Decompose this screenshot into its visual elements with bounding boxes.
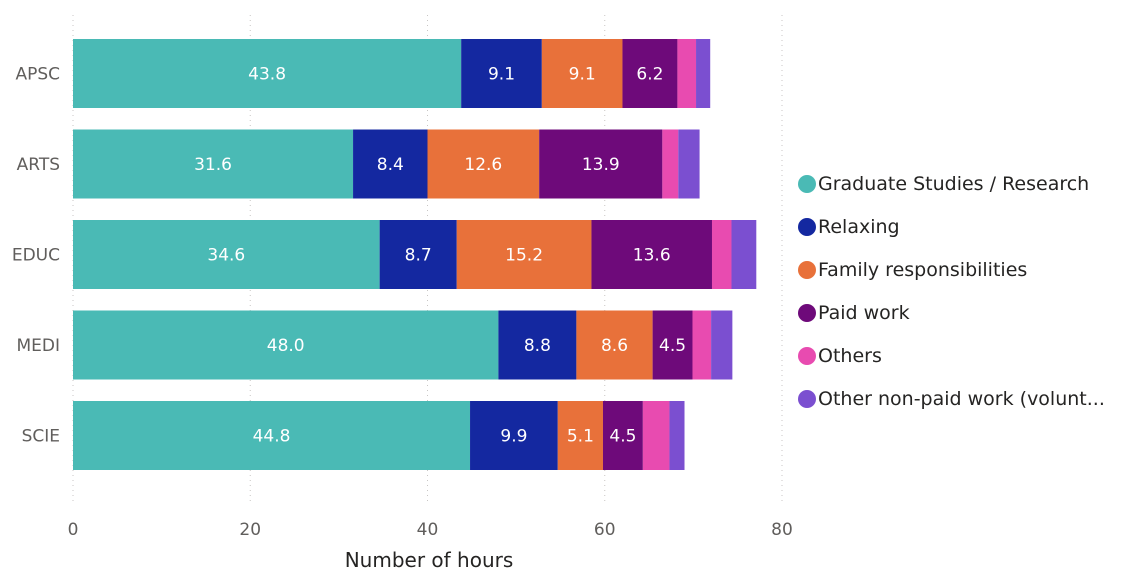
bar-data-label: 8.8	[524, 336, 551, 356]
bar-data-label: 9.9	[500, 427, 527, 447]
bar-data-label: 8.4	[377, 155, 404, 175]
bar-data-label: 12.6	[464, 155, 502, 175]
y-category-label: SCIE	[22, 427, 60, 447]
bar-data-label: 5.1	[567, 427, 594, 447]
bar-segment	[602, 401, 643, 470]
legend-item[interactable]: Relaxing	[798, 205, 1120, 248]
bar-segment	[461, 39, 542, 108]
bar-segment	[73, 129, 354, 199]
bar-segment	[539, 129, 663, 199]
legend-item[interactable]: Other non-paid work (volunt...	[798, 377, 1120, 420]
bar-data-label: 6.2	[636, 65, 663, 85]
y-category-label: MEDI	[16, 336, 60, 356]
legend-item[interactable]: Family responsibilities	[798, 248, 1120, 291]
x-tick-label: 0	[68, 520, 79, 540]
y-category-label: EDUC	[12, 246, 60, 266]
bar-segment	[353, 129, 428, 199]
bar-segment	[73, 39, 462, 108]
legend-label: Others	[818, 344, 882, 367]
bar-segment	[711, 220, 732, 289]
bar-segment	[470, 401, 558, 470]
legend-swatch	[798, 346, 816, 365]
bar-data-label: 43.8	[248, 65, 286, 85]
bar-data-label: 34.6	[207, 246, 245, 266]
legend-swatch	[798, 217, 816, 236]
x-tick-label: 40	[417, 520, 439, 540]
bar-segment	[427, 129, 540, 199]
bar-segment	[557, 401, 603, 470]
bar-segment	[622, 39, 678, 108]
bar-segment	[677, 39, 697, 108]
bar-data-label: 9.1	[569, 65, 596, 85]
bar-data-label: 13.9	[582, 155, 620, 175]
legend-swatch	[798, 303, 816, 322]
bar-segment	[642, 401, 670, 470]
bar-segment	[591, 220, 712, 289]
bar-data-label: 13.6	[633, 246, 671, 266]
legend-item[interactable]: Paid work	[798, 291, 1120, 334]
bar-segment	[73, 401, 471, 470]
bar-segment	[669, 401, 685, 470]
bar-data-label: 4.5	[659, 336, 686, 356]
legend-label: Graduate Studies / Research	[818, 172, 1090, 195]
x-axis: 0 20 40 60 80	[68, 520, 793, 540]
bar-segment	[73, 310, 499, 380]
legend-label: Family responsibilities	[818, 258, 1028, 281]
x-tick-label: 20	[239, 520, 261, 540]
legend-item[interactable]: Others	[798, 334, 1120, 377]
bar-data-labels: 43.8 9.1 9.1 6.2 31.6 8.4 12.6 13.9 34.6 8.7 15.2 1…	[194, 65, 686, 447]
legend-item[interactable]: Graduate Studies / Research	[798, 162, 1120, 205]
bar-segment	[711, 310, 733, 380]
legend-label: Relaxing	[818, 215, 900, 238]
bar-segment	[652, 310, 693, 380]
bar-data-label: 44.8	[253, 427, 291, 447]
bar-data-label: 8.7	[405, 246, 432, 266]
bar-segment	[541, 39, 623, 108]
legend-label: Other non-paid work (volunt...	[818, 387, 1105, 410]
bar-segment	[662, 129, 679, 199]
bar-segment	[678, 129, 700, 199]
bar-data-label: 4.5	[609, 427, 636, 447]
legend-label: Paid work	[818, 301, 910, 324]
y-axis: APSC ARTS EDUC MEDI SCIE	[12, 65, 60, 447]
legend-swatch	[798, 174, 816, 193]
bar-segment	[576, 310, 653, 380]
bar-data-label: 8.6	[601, 336, 628, 356]
x-tick-label: 80	[771, 520, 793, 540]
legend-swatch	[798, 389, 816, 408]
bar-data-label: 15.2	[505, 246, 543, 266]
bar-segment	[73, 220, 380, 289]
legend: Graduate Studies / Research Relaxing Famil…	[798, 162, 1120, 420]
legend-swatch	[798, 260, 816, 279]
bar-segment	[498, 310, 577, 380]
bar-segment	[696, 39, 711, 108]
y-category-label: ARTS	[17, 155, 60, 175]
x-tick-label: 60	[594, 520, 616, 540]
bar-segment	[456, 220, 592, 289]
y-category-label: APSC	[15, 65, 60, 85]
bar-data-label: 31.6	[194, 155, 232, 175]
bars	[73, 39, 757, 470]
bar-segment	[692, 310, 712, 380]
bar-data-label: 9.1	[488, 65, 515, 85]
bar-segment	[379, 220, 457, 289]
bar-data-label: 48.0	[267, 336, 305, 356]
x-axis-title: Number of hours	[345, 548, 514, 571]
bar-segment	[731, 220, 757, 289]
